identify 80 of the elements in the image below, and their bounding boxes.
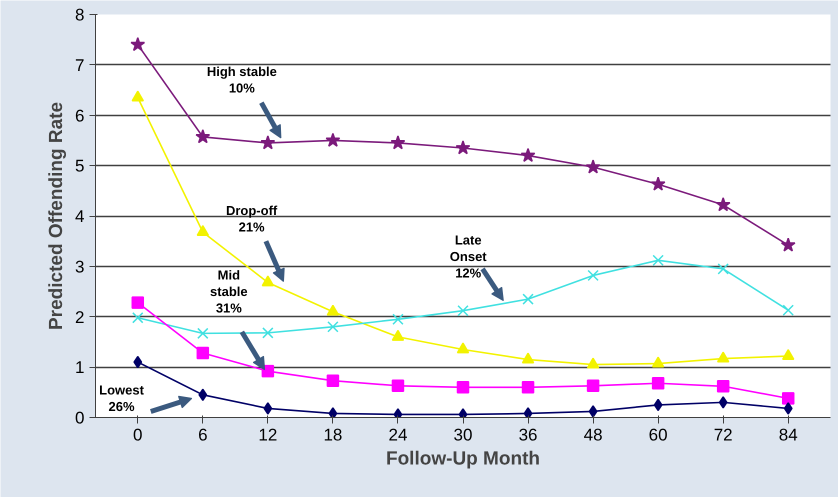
- point: [327, 321, 339, 333]
- point: [780, 237, 796, 252]
- point: [586, 159, 600, 174]
- x-tick-label: 48: [584, 426, 603, 444]
- y-tick-label: 3: [75, 257, 85, 276]
- text: High stable 10%: [206, 64, 277, 96]
- x-tick-label: 72: [714, 426, 733, 444]
- point: [196, 346, 210, 360]
- y-axis-title: Predicted Offending Rate: [46, 102, 68, 330]
- point: [782, 348, 794, 360]
- x-tick-label: 0: [133, 426, 143, 444]
- point: [132, 296, 144, 309]
- x-tick-label: 24: [388, 426, 408, 444]
- series-label: Late Onset 12%: [450, 232, 488, 280]
- point: [782, 304, 794, 316]
- y-tick-label: 4: [75, 207, 85, 226]
- point: [654, 398, 663, 412]
- point: [456, 381, 470, 394]
- x-axis-title: Follow-Up Month: [386, 448, 540, 470]
- point: [263, 402, 272, 415]
- point: [133, 356, 142, 368]
- point: [784, 402, 793, 415]
- point: [650, 176, 666, 191]
- series-label: Drop-off 21%: [226, 202, 278, 234]
- text: Mid stable 31%: [210, 268, 248, 316]
- point: [197, 328, 209, 340]
- y-tick-label: 6: [75, 106, 85, 126]
- point: [132, 312, 144, 324]
- y-tick-label: 0: [75, 408, 85, 428]
- point: [522, 293, 534, 305]
- point: [262, 327, 274, 339]
- point: [130, 36, 146, 52]
- point: [586, 358, 600, 369]
- x-tick-label: 60: [648, 426, 668, 444]
- point: [716, 197, 731, 212]
- x-tick-label: 18: [323, 426, 342, 444]
- x-tick-label: 12: [258, 426, 278, 444]
- point: [198, 388, 208, 402]
- point: [326, 304, 340, 316]
- point: [328, 407, 338, 418]
- point: [262, 275, 274, 286]
- point: [456, 140, 470, 154]
- point: [392, 330, 404, 341]
- point: [456, 342, 470, 354]
- point: [522, 352, 534, 364]
- point: [782, 392, 794, 405]
- x-tick-label: 30: [454, 426, 472, 444]
- x-tick-label: 84: [778, 426, 798, 444]
- point: [716, 351, 730, 362]
- y-tick-label: 7: [75, 56, 85, 75]
- point: [392, 380, 404, 392]
- point: [652, 254, 664, 266]
- point: [524, 407, 532, 418]
- point: [326, 132, 340, 147]
- point: [390, 135, 406, 150]
- point: [132, 90, 144, 102]
- point: [457, 305, 469, 316]
- y-tick-label: 1: [75, 358, 85, 378]
- point: [196, 225, 210, 236]
- point: [717, 263, 729, 275]
- point: [522, 381, 534, 394]
- point: [588, 405, 598, 418]
- y-tick-label: 2: [75, 308, 85, 327]
- point: [716, 380, 730, 393]
- point: [652, 376, 664, 390]
- y-tick-label: 8: [75, 6, 85, 24]
- point: [262, 364, 274, 378]
- point: [586, 380, 600, 392]
- point: [326, 374, 340, 387]
- point: [652, 356, 664, 368]
- point: [587, 270, 599, 282]
- point: [718, 396, 728, 409]
- y-tick-label: 5: [75, 156, 85, 176]
- point: [392, 314, 404, 325]
- point: [260, 135, 276, 150]
- series-label: Lowest 26%: [99, 382, 145, 414]
- x-tick-label: 6: [198, 426, 208, 444]
- point: [195, 129, 210, 144]
- x-tick-label: 36: [518, 426, 538, 444]
- point: [520, 148, 536, 162]
